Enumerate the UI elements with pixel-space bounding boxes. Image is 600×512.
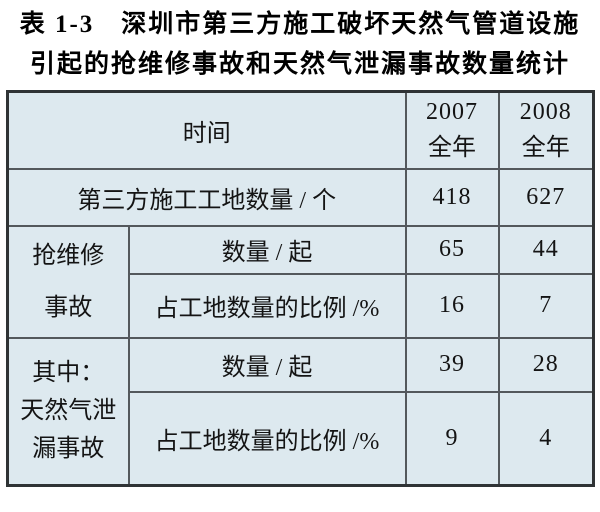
year-2007-period: 全年 (428, 135, 476, 162)
repair-count-2007: 65 (404, 224, 500, 275)
year-2008-period: 全年 (521, 135, 570, 162)
leak-count-2007: 39 (404, 336, 500, 393)
repair-group-label-line-1: 抢维修 (32, 242, 105, 269)
header-cell-2008: 2008 全年 (497, 90, 595, 170)
repair-ratio-label: 占工地数量的比例 /% (127, 272, 407, 339)
table-title-line-1: 表 1-3 深圳市第三方施工破坏天然气管道设施 (19, 11, 581, 38)
leak-group-label-line-1: 其中： (32, 360, 105, 387)
leak-count-row: 其中： 天然气泄 漏事故 数量 / 起 39 28 (6, 336, 595, 487)
repair-ratio-row: 占工地数量的比例 /% 16 7 (8, 272, 595, 339)
repair-ratio-2007: 16 (404, 272, 500, 339)
leak-count-label: 数量 / 起 (127, 336, 407, 393)
header-cell-time: 时间 (6, 90, 407, 170)
leak-ratio-2008: 4 (497, 390, 595, 487)
repair-count-label: 数量 / 起 (127, 224, 407, 275)
site-count-2007: 418 (404, 167, 500, 227)
repair-group-label-line-2: 事故 (44, 294, 93, 321)
site-count-label: 第三方施工工地数量 / 个 (6, 167, 407, 227)
repair-ratio-2008: 7 (497, 272, 595, 339)
repair-accident-group-label: 抢维修 事故 (6, 224, 130, 339)
leak-ratio-row: 占工地数量的比例 /% 9 4 (8, 390, 595, 487)
leak-count-2008: 28 (497, 336, 595, 393)
year-2007-label: 2007 (426, 99, 478, 126)
repair-count-row: 抢维修 事故 数量 / 起 65 44 (6, 224, 595, 339)
statistics-table: 时间 2007 全年 2008 全年 第三方施工工地数量 / 个 418 627… (6, 90, 595, 487)
header-row: 时间 2007 全年 2008 全年 (6, 90, 595, 170)
site-count-row: 第三方施工工地数量 / 个 418 627 (6, 167, 595, 227)
leak-ratio-2007: 9 (404, 390, 500, 487)
leak-ratio-label: 占工地数量的比例 /% (127, 390, 407, 487)
table-title-line-2: 引起的抢维修事故和天然气泄漏事故数量统计 (29, 51, 570, 78)
repair-count-2008: 44 (497, 224, 595, 275)
leak-group-label-line-3: 漏事故 (32, 436, 105, 463)
leak-group-label-line-2: 天然气泄 (20, 398, 117, 425)
table-title: 表 1-3 深圳市第三方施工破坏天然气管道设施 引起的抢维修事故和天然气泄漏事故… (0, 0, 600, 85)
year-2008-label: 2008 (519, 99, 572, 126)
leak-accident-group-label: 其中： 天然气泄 漏事故 (6, 336, 130, 487)
header-cell-2007: 2007 全年 (404, 90, 500, 170)
site-count-2008: 627 (497, 167, 595, 227)
